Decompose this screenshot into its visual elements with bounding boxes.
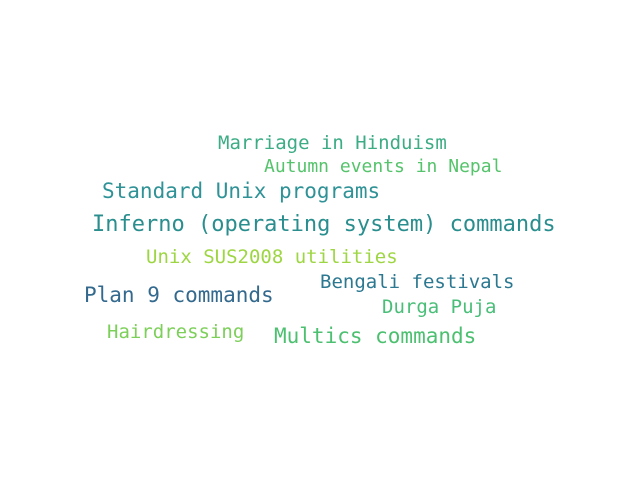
word-marriage-in-hinduism: Marriage in Hinduism xyxy=(218,132,447,154)
word-multics-commands: Multics commands xyxy=(274,324,477,348)
word-unix-sus2008-utilities: Unix SUS2008 utilities xyxy=(146,246,398,268)
word-standard-unix-programs: Standard Unix programs xyxy=(102,179,381,203)
word-inferno-commands: Inferno (operating system) commands xyxy=(92,212,556,237)
word-autumn-events-in-nepal: Autumn events in Nepal xyxy=(264,156,503,177)
word-hairdressing: Hairdressing xyxy=(107,321,245,343)
word-plan-9-commands: Plan 9 commands xyxy=(84,283,274,307)
word-durga-puja: Durga Puja xyxy=(382,296,497,318)
word-bengali-festivals: Bengali festivals xyxy=(320,271,515,293)
